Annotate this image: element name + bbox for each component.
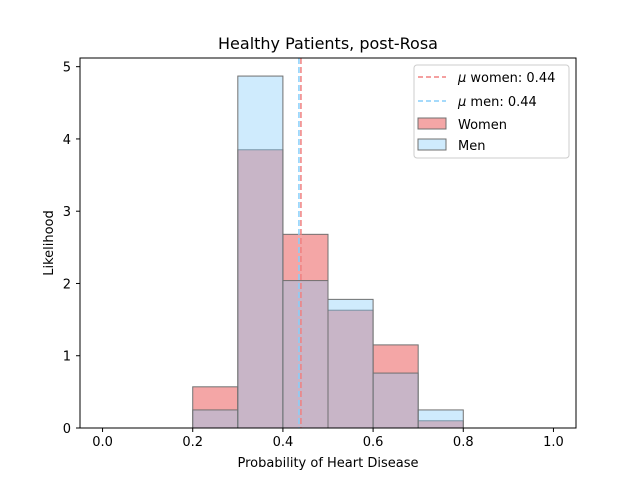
bar-men-bin-5 [327, 298, 374, 429]
bar-women-bin-5 [327, 309, 374, 429]
legend-men-label: Men [458, 139, 485, 154]
legend-men-mean-label: μ men: 0.44 [457, 95, 537, 110]
bar-women-bin-4 [282, 233, 329, 429]
legend-men-mean-symbol: μ [457, 95, 466, 110]
x-tick-label: 0.4 [273, 435, 294, 450]
legend-men-swatch [417, 138, 447, 151]
mean-lines-layer [298, 58, 302, 428]
chart-title: Healthy Patients, post-Rosa [218, 34, 438, 53]
bar-women-bin-3 [237, 149, 284, 429]
x-tick-label: 1.0 [543, 435, 564, 450]
legend-women-label: Women [458, 118, 507, 133]
x-tick-label: 0.8 [453, 435, 474, 450]
bar-men-bin-2 [192, 409, 239, 429]
x-tick-label: 0.0 [92, 435, 113, 450]
x-tick-label: 0.6 [363, 435, 384, 450]
legend: μ women: 0.44 μ men: 0.44 Women Men [413, 64, 570, 159]
legend-women-mean-label: μ women: 0.44 [457, 71, 555, 86]
legend-women-swatch [417, 117, 447, 130]
legend-women-mean-text: women: 0.44 [466, 71, 555, 86]
legend-men-mean-text: men: 0.44 [466, 95, 537, 110]
y-tick-label: 3 [63, 205, 71, 220]
bar-men-bin-4 [282, 280, 329, 429]
y-tick-label: 0 [63, 422, 71, 437]
bar-women-bin-2 [192, 386, 239, 429]
bar-men-bin-3 [237, 75, 284, 429]
plot-frame [79, 57, 577, 429]
bar-men-bin-7 [417, 409, 464, 429]
x-tick-label: 0.2 [182, 435, 203, 450]
x-axis-title: Probability of Heart Disease [238, 456, 419, 471]
y-axis-title: Likelihood [42, 210, 57, 276]
ticks-layer: 0.0 0.2 0.4 0.6 0.8 1.0 0 1 2 3 4 5 [63, 61, 564, 450]
y-tick-label: 5 [63, 61, 71, 76]
y-tick-label: 2 [63, 277, 71, 292]
y-tick-label: 1 [63, 350, 71, 365]
bars-layer [192, 75, 464, 429]
legend-women-mean-symbol: μ [457, 71, 466, 86]
bar-men-bin-6 [372, 372, 419, 429]
y-tick-label: 4 [63, 133, 71, 148]
legend-box [413, 64, 570, 159]
